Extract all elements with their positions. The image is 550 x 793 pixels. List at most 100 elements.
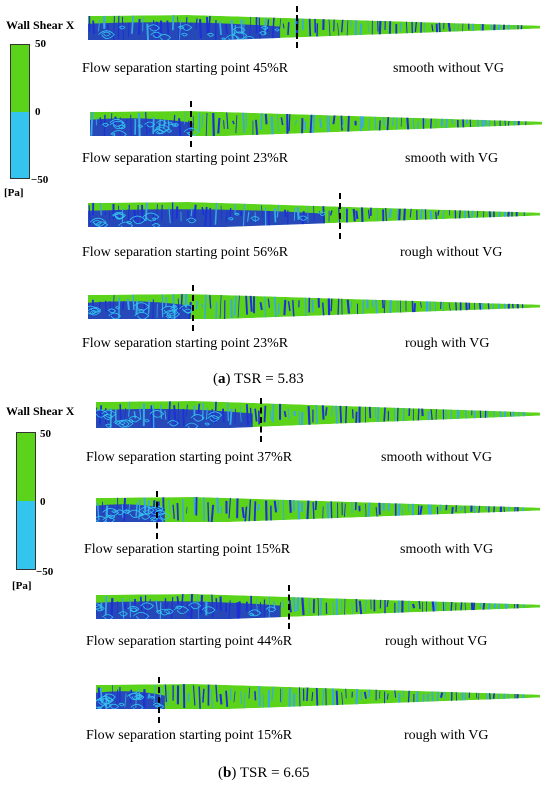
shear-streak — [355, 411, 358, 428]
flow-swirl — [114, 213, 125, 219]
shear-streak — [450, 597, 453, 616]
flow-swirl — [118, 611, 128, 617]
flow-swirl — [157, 512, 171, 520]
shear-streak — [242, 202, 246, 226]
flow-swirl — [108, 703, 119, 709]
flow-swirl — [114, 419, 130, 428]
shear-streak — [254, 691, 257, 701]
shear-streak — [267, 211, 271, 227]
shear-streak — [445, 499, 448, 511]
shear-streak — [147, 693, 151, 699]
shear-streak — [321, 401, 325, 420]
shear-streak — [113, 15, 115, 40]
shear-streak — [424, 203, 427, 225]
blade-b-4 — [96, 683, 540, 711]
shear-streak — [402, 203, 407, 227]
separation-marker-b-1 — [260, 398, 262, 442]
shear-streak — [124, 693, 127, 708]
shear-streak — [429, 210, 433, 220]
condition-label-b-4: rough with VG — [404, 728, 489, 743]
shear-streak — [418, 600, 421, 610]
flow-swirl — [183, 127, 200, 136]
shear-streak — [378, 19, 382, 36]
shear-streak — [205, 407, 208, 420]
flow-swirl — [144, 121, 156, 128]
shear-streak — [240, 19, 243, 35]
shear-streak — [437, 210, 440, 216]
separation-caption-b-4: Flow separation starting point 15%R — [86, 728, 293, 743]
colorbar-min-label: −50 — [31, 174, 49, 186]
shear-streak — [482, 203, 485, 225]
shear-streak — [364, 599, 367, 612]
flow-swirl — [97, 706, 103, 709]
shear-streak — [497, 689, 500, 708]
shear-streak — [312, 111, 316, 135]
flow-swirl — [112, 213, 125, 220]
flow-swirl — [259, 31, 267, 36]
shear-streak — [241, 506, 245, 518]
shear-streak — [352, 208, 356, 222]
shear-streak — [248, 499, 252, 522]
shear-streak — [389, 297, 392, 314]
colorbar-max-label: 50 — [35, 38, 46, 50]
shear-streak — [347, 111, 351, 134]
shear-streak — [381, 295, 384, 309]
shear-streak — [192, 685, 196, 706]
shear-streak — [173, 114, 176, 127]
shear-streak — [232, 120, 235, 125]
shear-streak — [186, 210, 190, 219]
shear-streak — [331, 403, 334, 417]
shear-streak — [419, 505, 423, 515]
shear-streak — [273, 296, 277, 319]
flow-swirl — [173, 606, 189, 614]
shear-streak — [493, 406, 496, 428]
shear-streak — [269, 410, 272, 420]
shear-streak — [98, 301, 101, 312]
separation-marker-a-2 — [190, 101, 192, 147]
shear-streak — [260, 112, 263, 130]
shear-streak — [363, 691, 367, 699]
shear-streak — [406, 115, 410, 132]
shear-streak — [460, 598, 463, 611]
colorbar-unit-label: [Pa] — [12, 580, 32, 592]
shear-streak — [281, 687, 284, 704]
shear-streak — [264, 17, 267, 34]
shear-streak — [239, 405, 242, 422]
flow-swirl — [171, 123, 177, 127]
flow-swirl — [128, 419, 134, 423]
colorbar-negative-band — [17, 501, 35, 569]
shear-streak — [263, 405, 267, 423]
blade-a-3 — [88, 201, 540, 229]
shear-streak — [401, 506, 404, 517]
shear-streak — [207, 16, 211, 33]
shear-streak — [337, 296, 340, 319]
shear-streak — [388, 15, 392, 34]
blade-surface-svg — [96, 594, 540, 619]
shear-streak — [298, 410, 300, 428]
shear-streak — [283, 410, 287, 418]
shear-streak — [288, 111, 291, 132]
shear-streak — [265, 500, 268, 522]
flow-swirl — [149, 410, 165, 418]
shear-streak — [219, 21, 222, 36]
shear-streak — [332, 114, 336, 125]
shear-streak — [355, 210, 359, 220]
shear-streak — [442, 297, 445, 319]
shear-streak — [387, 497, 391, 511]
shear-streak — [288, 688, 292, 709]
shear-streak — [215, 684, 218, 702]
shear-streak — [168, 206, 171, 224]
shear-streak — [315, 402, 318, 424]
flow-swirl — [110, 130, 127, 136]
shear-streak — [207, 502, 210, 522]
blade-positive-shear-region — [90, 111, 542, 136]
flow-swirl — [129, 215, 146, 225]
shear-streak — [253, 501, 257, 521]
shear-streak — [287, 301, 291, 312]
shear-streak — [301, 211, 305, 227]
shear-streak — [481, 19, 484, 39]
flow-swirl — [152, 702, 162, 708]
shear-streak — [294, 119, 298, 125]
flow-swirl — [137, 124, 144, 128]
shear-streak — [235, 115, 238, 134]
